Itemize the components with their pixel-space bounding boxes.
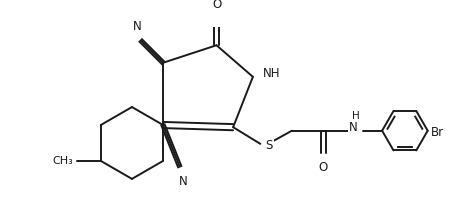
Text: NH: NH [262, 67, 280, 80]
Text: O: O [319, 161, 328, 174]
Text: CH₃: CH₃ [53, 156, 73, 166]
Text: N: N [179, 174, 188, 187]
Text: N: N [349, 121, 358, 134]
Text: Br: Br [431, 126, 444, 139]
Text: O: O [212, 0, 221, 11]
Text: H: H [352, 111, 360, 121]
Text: S: S [266, 139, 273, 152]
Text: N: N [133, 20, 142, 33]
